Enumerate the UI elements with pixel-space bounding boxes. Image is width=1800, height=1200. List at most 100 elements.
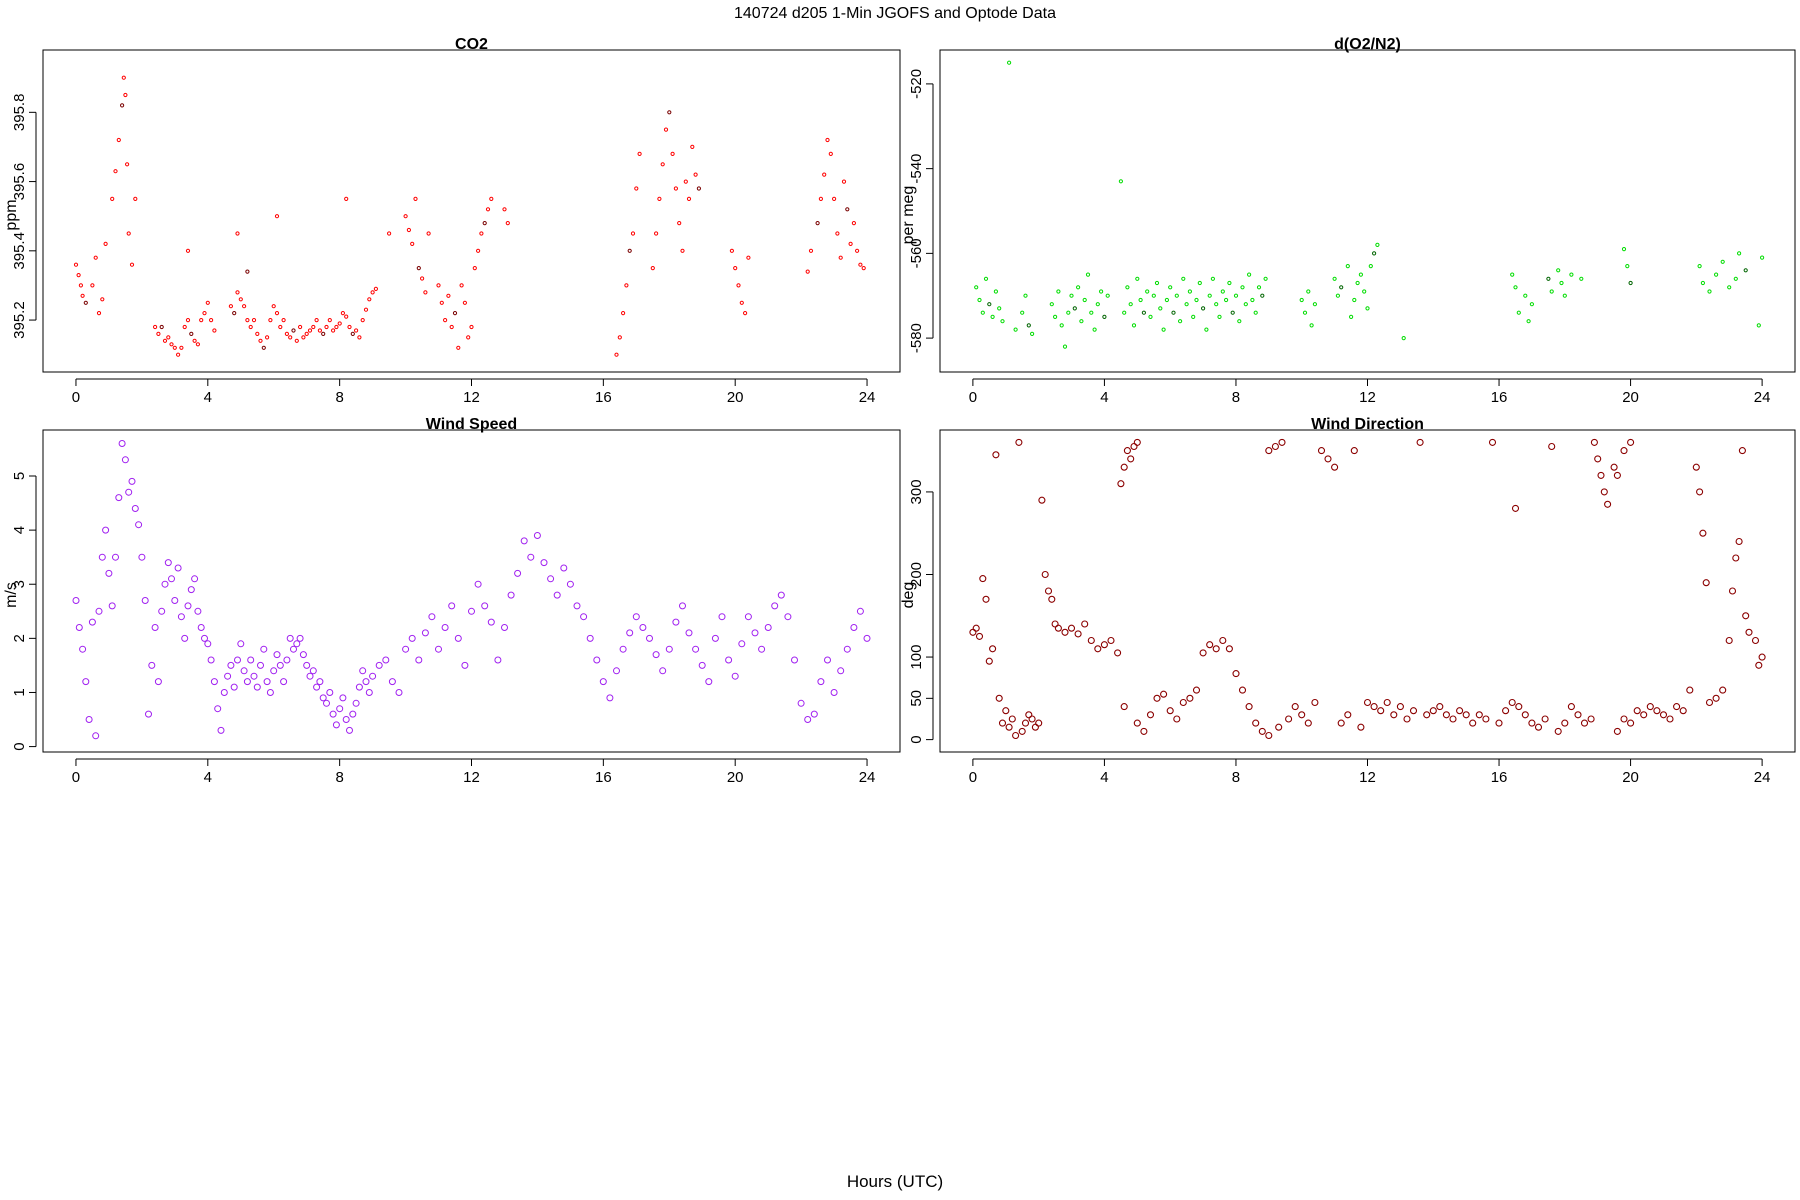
co2-data-point — [291, 328, 296, 333]
wind-direction-data-point — [1265, 731, 1273, 740]
co2-data-point — [614, 352, 619, 357]
co2-data-point — [265, 335, 270, 340]
o2n2-data-point — [1053, 314, 1058, 319]
wind-direction-data-point — [1495, 719, 1503, 727]
wind-speed-data-point — [652, 651, 660, 659]
o2n2-data-point — [1345, 264, 1350, 269]
wind-speed-data-point — [105, 569, 113, 577]
wind-speed-data-point — [408, 634, 416, 642]
co2-data-point — [848, 241, 853, 246]
co2-data-point — [80, 293, 85, 298]
wind-speed-data-point — [791, 656, 798, 664]
wind-direction-y-tick-label: 0 — [908, 735, 925, 743]
o2n2-data-point — [1141, 310, 1147, 315]
co2-data-point — [274, 214, 280, 219]
wind-speed-data-point — [764, 624, 772, 631]
co2-data-point — [426, 231, 431, 236]
wind-direction-data-point — [1561, 719, 1569, 727]
co2-data-point — [307, 328, 313, 333]
wind-speed-data-point — [309, 667, 317, 675]
o2n2-data-point — [1224, 297, 1229, 303]
wind-direction-data-point — [1311, 698, 1319, 707]
co2-data-point — [129, 262, 135, 267]
co2-data-point — [387, 231, 392, 236]
wind-direction-data-point — [1087, 636, 1095, 645]
wind-speed-data-point — [744, 613, 752, 621]
wind-speed-data-point — [234, 656, 241, 664]
wind-direction-data-point — [1442, 711, 1450, 719]
o2n2-x-tick-label: 20 — [1622, 389, 1639, 406]
wind-speed-data-point — [415, 656, 423, 664]
co2-data-point — [103, 241, 108, 246]
o2n2-data-point — [1161, 327, 1166, 332]
o2n2-data-point — [1737, 251, 1742, 256]
wind-direction-data-point — [1120, 703, 1128, 711]
wind-speed-data-point — [201, 634, 208, 642]
o2n2-data-point — [1256, 285, 1262, 290]
co2-data-point — [331, 328, 336, 333]
wind-direction-data-point — [1482, 715, 1490, 723]
wind-direction-data-point — [969, 628, 977, 636]
wind-direction-data-point — [1719, 686, 1727, 694]
wind-speed-data-point — [731, 672, 739, 680]
wind-direction-data-point — [972, 624, 980, 632]
wind-direction-data-point — [1587, 715, 1595, 723]
wind-speed-data-point — [204, 640, 212, 648]
o2n2-data-point — [1125, 285, 1130, 290]
co2-title: CO2 — [455, 36, 488, 53]
o2n2-data-point — [1510, 272, 1515, 277]
wind-direction-data-point — [998, 719, 1007, 727]
o2n2-data-point — [1191, 314, 1196, 319]
o2n2-data-point — [1138, 297, 1143, 303]
wind-direction-data-point — [1725, 636, 1733, 645]
wind-speed-data-point — [131, 505, 139, 512]
wind-speed-data-point — [646, 634, 653, 642]
co2-data-point — [344, 314, 349, 319]
co2-data-point — [288, 335, 293, 340]
wind-speed-data-point — [639, 624, 647, 631]
co2-data-point — [439, 300, 444, 305]
co2-data-point — [841, 179, 847, 184]
o2n2-y-tick-label: -560 — [908, 238, 925, 268]
wind-direction-data-point — [1025, 711, 1033, 719]
wind-speed-data-point — [388, 678, 396, 686]
co2-data-point — [344, 196, 349, 201]
co2-data-point — [294, 338, 299, 343]
wind-speed-data-point — [402, 645, 410, 653]
co2-data-point — [284, 331, 289, 336]
wind-speed-data-point — [210, 678, 218, 686]
co2-data-point — [861, 266, 866, 271]
co2-data-point — [162, 338, 168, 343]
o2n2-data-point — [1194, 297, 1199, 303]
wind-direction-data-point — [1344, 711, 1352, 719]
o2n2-data-point — [1092, 327, 1097, 332]
wind-speed-data-point — [174, 564, 182, 572]
co2-data-point — [100, 297, 105, 302]
co2-data-point — [156, 331, 161, 336]
wind-direction-data-point — [1705, 698, 1714, 707]
wind-speed-data-point — [626, 629, 634, 637]
o2n2-data-point — [1020, 310, 1025, 315]
wind-speed-data-point — [355, 683, 363, 691]
wind-direction-ylabel: deg — [900, 582, 917, 609]
wind-direction-data-point — [1140, 727, 1148, 735]
o2n2-data-point — [1184, 302, 1189, 307]
wind-speed-data-point — [217, 726, 225, 734]
o2n2-data-point — [1079, 319, 1084, 324]
o2n2-data-point — [1756, 323, 1761, 328]
co2-data-point — [298, 324, 303, 330]
co2-data-point — [693, 172, 698, 177]
co2-data-point — [185, 248, 191, 253]
o2n2-data-point — [1253, 310, 1258, 315]
wind-direction-data-point — [1038, 496, 1046, 504]
panel-co2: CO2 ppm 0 4 8 12 16 20 24 395.2 395.4 395.6 395.8 — [3, 36, 901, 406]
wind-speed-data-point — [461, 661, 469, 669]
o2n2-data-point — [1700, 280, 1706, 286]
co2-data-point — [192, 338, 197, 343]
wind-speed-data-point — [329, 710, 337, 718]
co2-data-point — [370, 290, 375, 295]
wind-speed-data-point — [187, 586, 195, 594]
o2n2-data-point — [1720, 259, 1725, 264]
o2n2-data-point — [1220, 289, 1225, 294]
o2n2-data-point — [1579, 276, 1584, 281]
